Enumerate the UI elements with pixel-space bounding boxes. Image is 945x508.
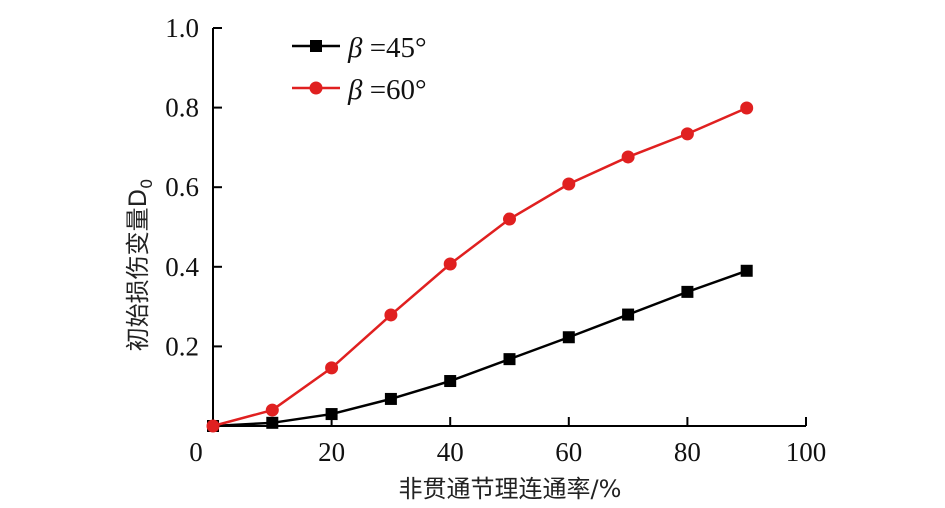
data-point-square [444, 375, 457, 388]
data-point-square [266, 416, 279, 429]
legend: β =45° β =60° [292, 32, 427, 106]
legend-square-marker-icon [310, 40, 322, 52]
series-line [212, 106, 748, 428]
data-series [206, 101, 754, 433]
series-beta-45 [207, 264, 753, 432]
x-axis-title: 非贯通节理连通率/% [399, 475, 622, 503]
axes: 0.2 0.4 0.6 0.8 1.0 0 20 40 60 80 100 [165, 13, 826, 467]
data-point-circle [680, 127, 694, 141]
data-point-circle [443, 257, 457, 271]
y-tick-label: 0.8 [165, 93, 199, 123]
data-point-square [681, 285, 694, 298]
legend-label: β =60° [347, 74, 427, 106]
series-line [212, 269, 748, 428]
x-tick-label: 100 [786, 437, 827, 467]
data-point-square [562, 331, 575, 344]
y-tick-label: 1.0 [165, 13, 199, 43]
legend-item: β =45° [292, 32, 427, 64]
data-point-square [740, 264, 753, 277]
x-tick-label: 60 [555, 437, 582, 467]
data-point-circle [621, 150, 635, 164]
y-tick-label: 0.6 [165, 172, 199, 202]
x-tick-label: 0 [189, 437, 203, 467]
y-axis-title: 初始损伤变量D0 [124, 179, 156, 352]
data-point-square [384, 392, 397, 405]
data-point-circle [503, 212, 516, 226]
data-point-circle [325, 361, 339, 375]
y-axis-title-subscript: 0 [137, 179, 156, 189]
legend-circle-marker-icon [309, 81, 323, 95]
series-beta-60 [206, 101, 754, 433]
data-point-circle [206, 419, 220, 433]
data-point-circle [740, 101, 754, 115]
y-tick-label: 0.4 [165, 252, 199, 282]
data-point-square [503, 353, 516, 366]
data-point-circle [562, 177, 576, 191]
x-tick-label: 20 [318, 437, 345, 467]
y-axis-title-text: 初始损伤变量D [124, 189, 152, 351]
data-point-square [325, 408, 338, 421]
svg-text:初始损伤变量D0: 初始损伤变量D0 [124, 179, 156, 352]
data-point-circle [384, 308, 398, 322]
data-point-circle [265, 403, 279, 417]
x-tick-label: 80 [674, 437, 701, 467]
data-point-square [622, 308, 635, 321]
legend-label: β =45° [347, 32, 427, 64]
y-tick-label: 0.2 [165, 331, 199, 361]
x-tick-label: 40 [437, 437, 464, 467]
legend-item: β =60° [292, 74, 427, 106]
